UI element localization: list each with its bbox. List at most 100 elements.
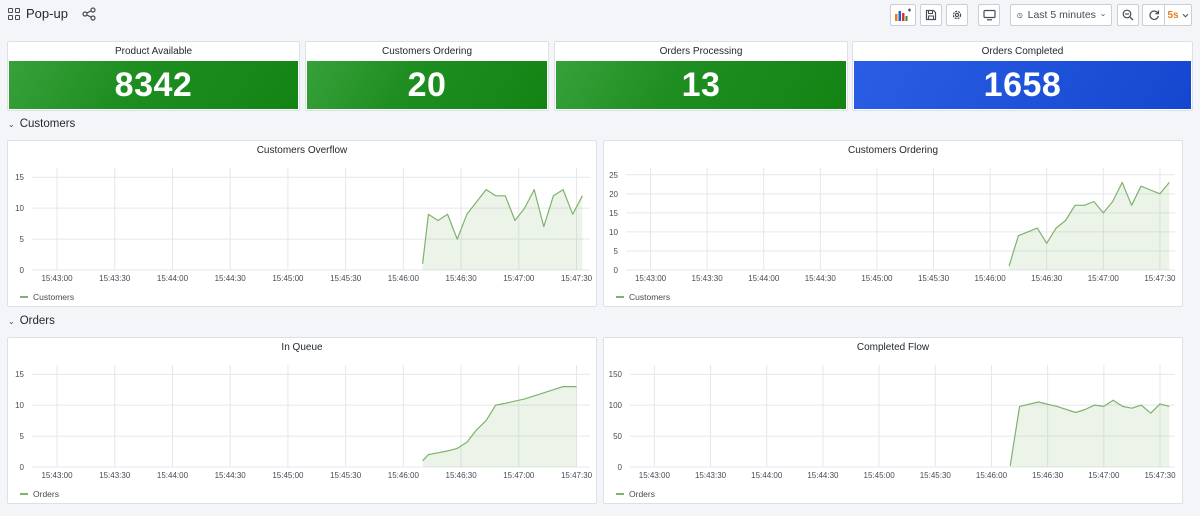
x-tick-label: 15:46:30 [1031,274,1063,283]
x-tick-label: 15:47:30 [1144,274,1176,283]
x-tick-label: 15:43:00 [41,274,73,283]
add-panel-icon [895,8,911,21]
refresh-interval-picker[interactable]: 5s [1164,4,1192,26]
grid-icon [8,7,20,20]
row-header-customers[interactable]: ⌄ Customers [8,118,75,130]
panel-customers-ordering: Customers Ordering 15:43:00 15:43:30 15:44… [603,140,1183,307]
cycle-view-mode-button[interactable] [978,4,1000,26]
legend-label: Orders [629,489,655,499]
y-tick-label: 25 [609,171,618,180]
stat-title[interactable]: Orders Processing [659,46,743,57]
y-tick-label: 0 [20,266,25,275]
y-tick-label: 15 [609,209,618,218]
panel-title[interactable]: Completed Flow [856,342,930,353]
x-tick-label: 15:44:30 [805,274,837,283]
panel-customers-overflow: Customers Overflow 15:43:00 15:43:30 15:44… [7,140,597,307]
stat-value: 13 [556,61,846,109]
refresh-interval-label: 5s [1167,9,1179,21]
legend-item[interactable]: Customers [20,292,74,302]
save-icon [925,9,937,21]
legend-swatch [20,493,28,495]
series-area [422,386,577,467]
row-title: Orders [19,315,55,327]
dashboard-navbar: Pop-up [0,0,1200,30]
x-tick-label: 15:44:30 [215,471,247,480]
row-title: Customers [19,118,76,130]
x-tick-label: 15:45:30 [918,274,950,283]
x-tick-label: 15:43:00 [639,471,671,480]
y-tick-label: 5 [614,247,619,256]
x-tick-label: 15:44:00 [748,274,780,283]
chart-customers-overflow: 15:43:00 15:43:30 15:44:00 15:44:30 15:45:00… [15,168,593,283]
legend-swatch [20,296,28,298]
share-icon[interactable] [82,6,96,21]
x-tick-label: 15:47:30 [561,471,593,480]
settings-button[interactable] [946,4,968,26]
chart-customers-ordering: 15:43:00 15:43:30 15:44:00 15:44:30 15:45:00… [609,168,1176,283]
stat-title[interactable]: Orders Completed [981,46,1064,57]
y-tick-label: 50 [613,432,622,441]
series-line [1009,399,1170,466]
legend-label: Orders [33,489,59,499]
panel-title[interactable]: In Queue [281,342,323,353]
legend-item[interactable]: Orders [616,489,655,499]
refresh-button[interactable] [1142,4,1164,26]
panel-title[interactable]: Customers Ordering [847,145,939,156]
zoom-out-icon [1122,9,1134,21]
stat-value: 20 [307,61,547,109]
stat-value: 1658 [854,61,1191,109]
x-tick-label: 15:46:00 [388,471,420,480]
panel-in-queue: In Queue 15:43:00 15:43:30 15:44:00 15:44:3… [7,337,597,504]
y-tick-label: 100 [609,401,623,410]
x-tick-label: 15:43:00 [41,471,73,480]
panel-title[interactable]: Customers Overflow [256,145,348,156]
x-tick-label: 15:46:00 [976,471,1008,480]
dashboard-title[interactable]: Pop-up [26,6,68,21]
legend-item[interactable]: Orders [20,489,59,499]
legend-swatch [616,296,624,298]
chevron-down-icon: ⌄ [8,316,15,326]
y-tick-label: 10 [15,401,24,410]
chevron-down-icon [1182,13,1188,17]
x-tick-label: 15:47:00 [503,274,535,283]
x-tick-label: 15:44:00 [157,274,189,283]
legend-label: Customers [33,292,75,302]
chevron-down-icon [1101,14,1105,17]
dashboard-title-group: Pop-up [8,6,96,21]
gear-icon [952,10,962,20]
x-tick-label: 15:45:00 [864,471,896,480]
stat-title[interactable]: Customers Ordering [381,46,473,57]
stat-panel-customers-ordering: Customers Ordering 20 [305,41,549,111]
series-area [1010,400,1170,467]
legend-swatch [616,493,624,495]
stat-title[interactable]: Product Available [114,46,193,57]
chart-in-queue: 15:43:00 15:43:30 15:44:00 15:44:30 15:45:00… [15,365,593,480]
clock-icon [1017,12,1023,18]
zoom-out-button[interactable] [1117,4,1139,26]
stat-value: 8342 [9,61,298,109]
x-tick-label: 15:45:30 [330,471,362,480]
x-tick-label: 15:46:00 [388,274,420,283]
x-tick-label: 15:46:30 [446,274,478,283]
legend-label: Customers [629,292,671,302]
x-tick-label: 15:47:30 [561,274,593,283]
x-tick-label: 15:43:30 [695,471,727,480]
x-tick-label: 15:44:30 [807,471,839,480]
series-line [422,385,577,462]
add-panel-button[interactable] [890,4,916,26]
series-line [422,188,583,264]
stat-panel-product-available: Product Available 8342 [7,41,300,111]
y-tick-label: 15 [15,173,24,182]
x-tick-label: 15:43:30 [692,274,724,283]
x-tick-label: 15:47:00 [1088,274,1120,283]
time-range-picker[interactable]: Last 5 minutes [1010,4,1112,26]
x-tick-label: 15:47:00 [1088,471,1120,480]
y-tick-label: 20 [609,190,618,199]
save-dashboard-button[interactable] [920,4,942,26]
refresh-icon [1148,10,1159,20]
x-tick-label: 15:47:00 [503,471,535,480]
legend-item[interactable]: Customers [616,292,670,302]
x-tick-label: 15:43:00 [635,274,667,283]
y-tick-label: 5 [20,235,25,244]
row-header-orders[interactable]: ⌄ Orders [8,315,55,327]
